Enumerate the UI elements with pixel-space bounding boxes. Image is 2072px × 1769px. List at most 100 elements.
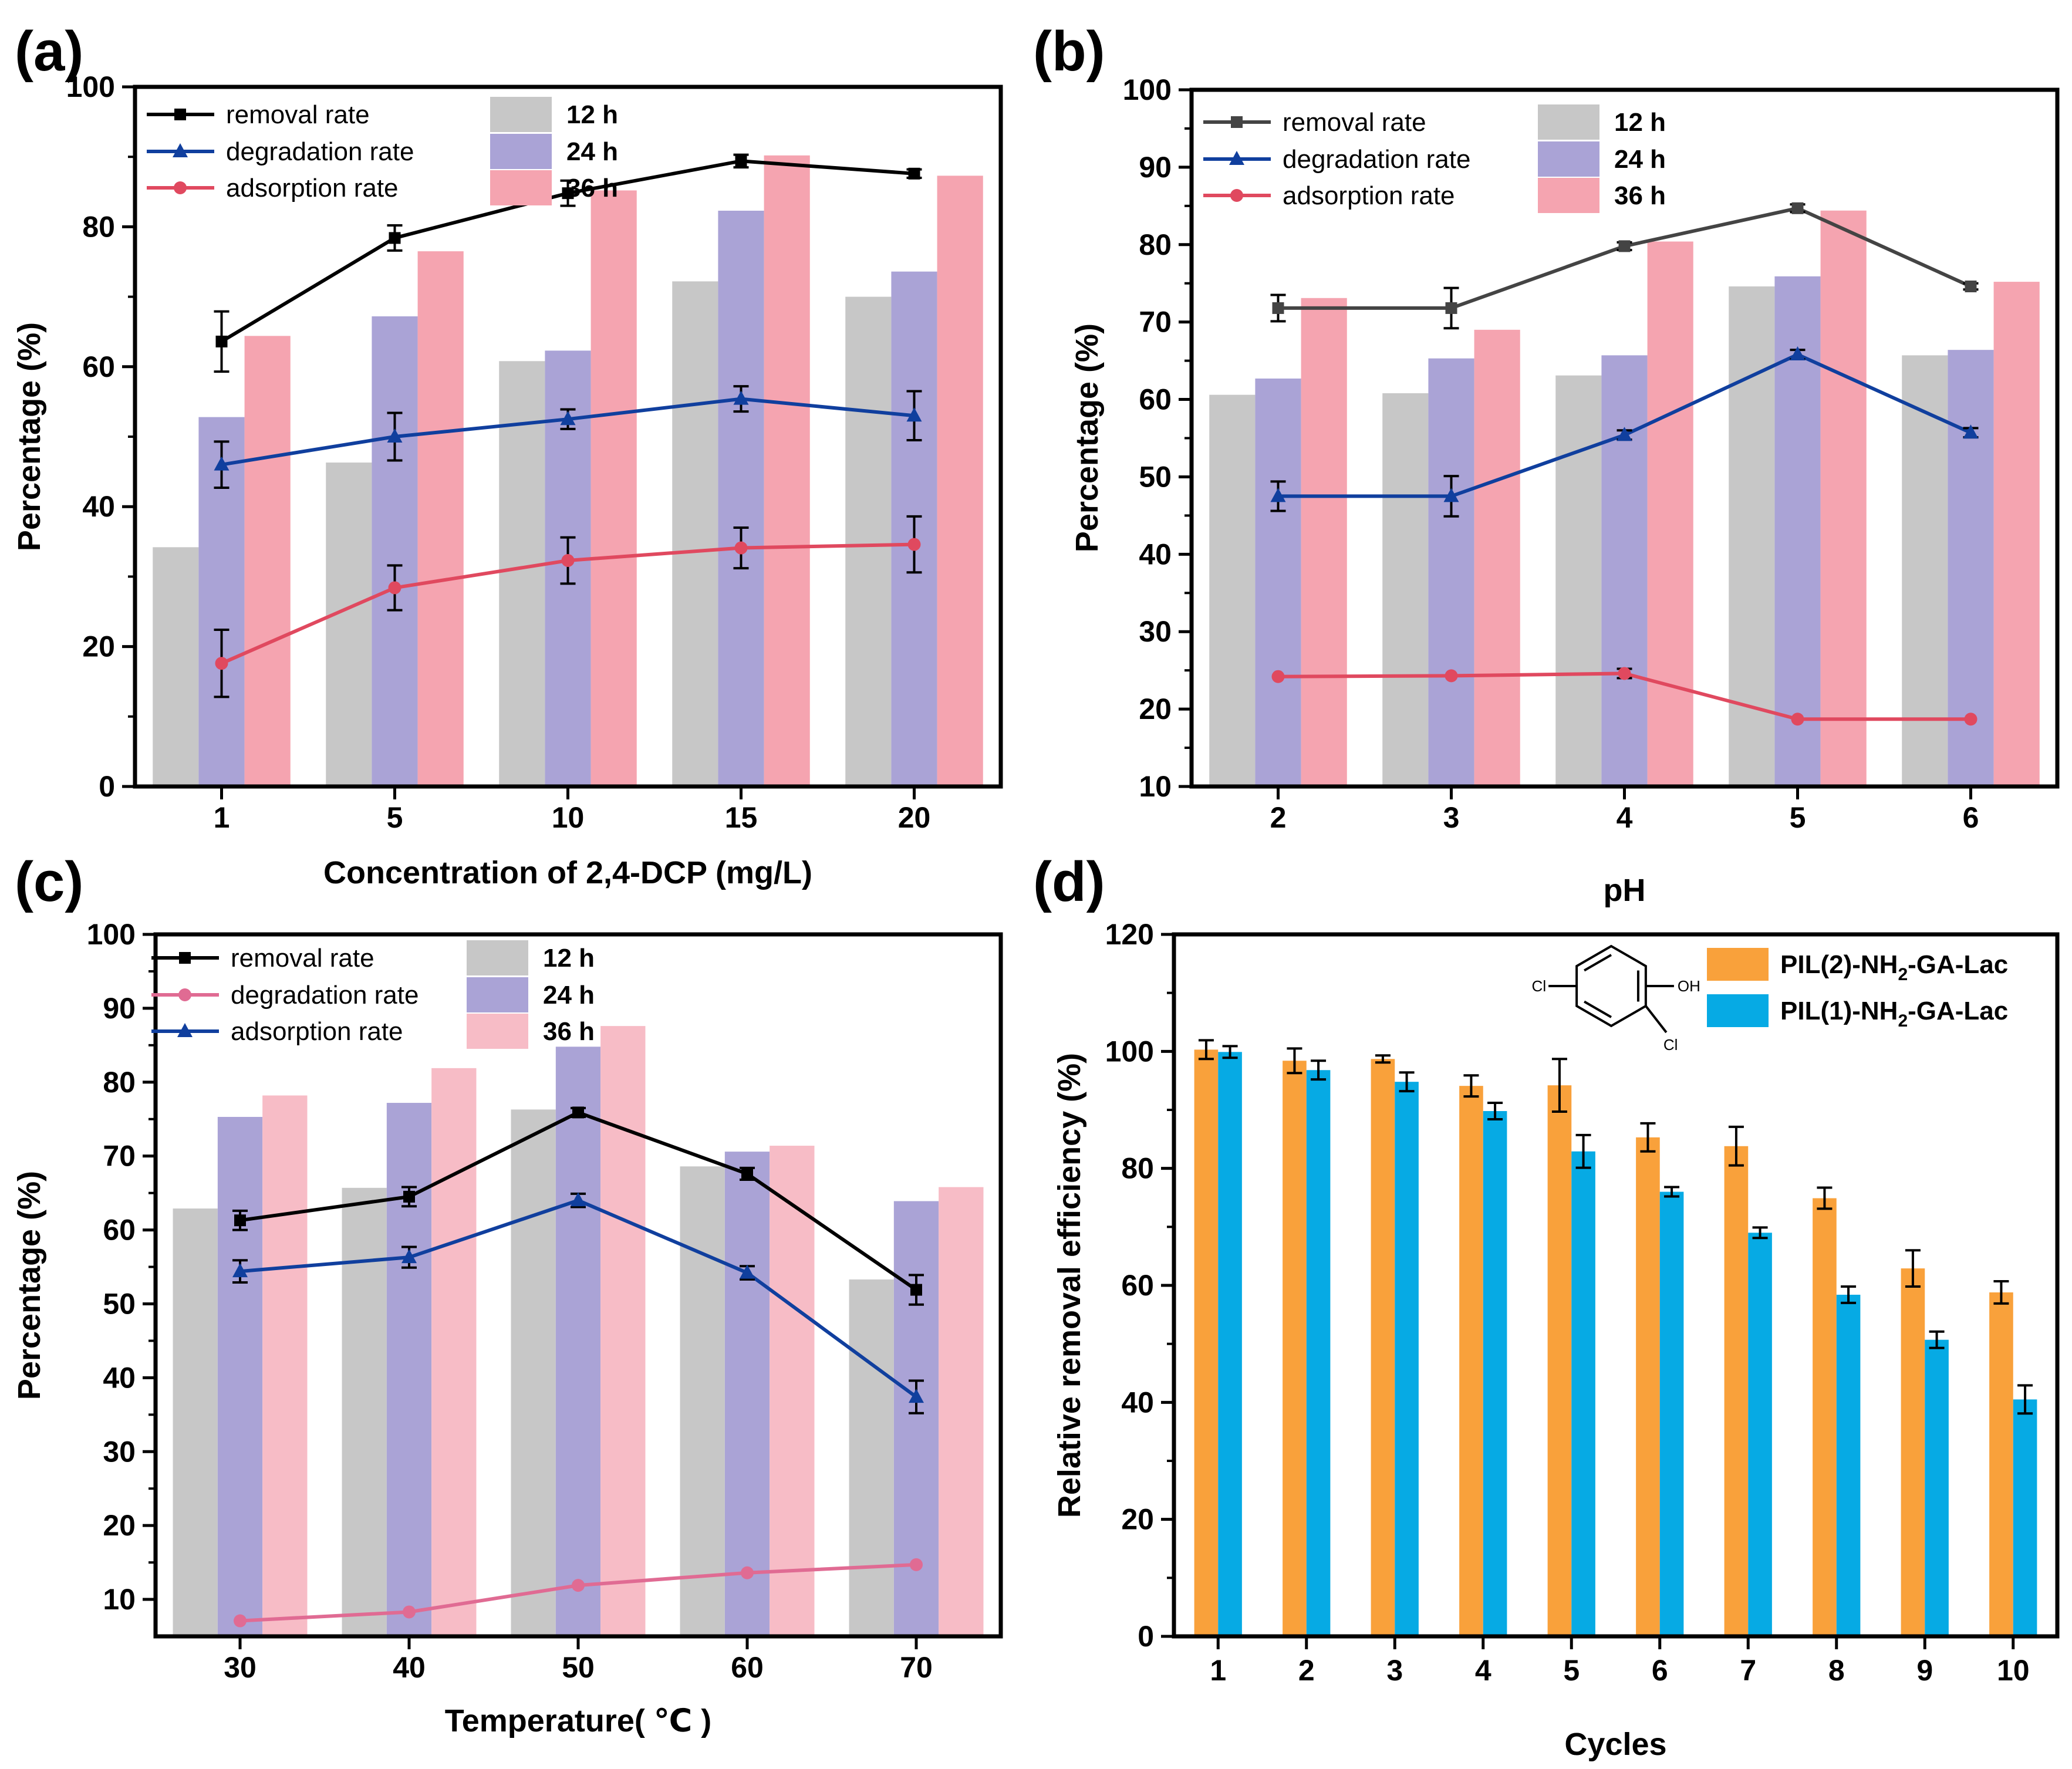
panel-label-0: (a) — [15, 20, 83, 83]
point-1-1-2 — [1617, 427, 1632, 441]
point-0-0-1 — [389, 232, 401, 244]
bar-error-3-0-2 — [1375, 1054, 1391, 1064]
point-1-1-4 — [1963, 424, 1979, 439]
bar-error-3-1-9 — [2017, 1384, 2033, 1415]
point-0-0-4 — [908, 167, 920, 180]
point-1-0-3 — [1791, 202, 1804, 214]
bar-2-0-0 — [173, 1208, 218, 1636]
legend-marker-0-2 — [174, 181, 187, 194]
point-0-0-2 — [562, 187, 574, 200]
bar-0-0-2 — [499, 361, 545, 786]
bar-error-3-1-2 — [1399, 1071, 1415, 1093]
bar-3-0-8 — [1901, 1268, 1925, 1636]
bar-1-2-3 — [1820, 210, 1867, 786]
xlabel-3: Cycles — [1564, 1727, 1666, 1762]
legend-label-line-2-0: removal rate — [231, 944, 374, 973]
bar-2-2-1 — [431, 1068, 477, 1636]
xtick-label-3-3: 4 — [1475, 1654, 1491, 1687]
bar-2-2-3 — [770, 1146, 815, 1636]
legend-swatch-2-2 — [467, 1014, 528, 1049]
point-1-0-4 — [1965, 280, 1977, 292]
legend-prefix: PIL(2)-NH — [1780, 950, 1898, 979]
bar-error-3-1-7 — [1841, 1285, 1857, 1304]
ytick-label-3-0: 0 — [1138, 1620, 1154, 1653]
legend-marker-1-0 — [1231, 116, 1243, 128]
bar-0-0-4 — [845, 296, 892, 787]
ytick-label-1-7: 80 — [1139, 228, 1172, 261]
structure-label-cl-left: Cl — [1532, 977, 1547, 995]
bar-1-0-0 — [1209, 394, 1256, 786]
structure-label-cl-bottom: Cl — [1663, 1036, 1678, 1054]
bar-3-0-1 — [1283, 1061, 1307, 1636]
bar-0-2-0 — [244, 336, 291, 786]
bar-3-0-5 — [1636, 1137, 1660, 1636]
ylabel-0: Percentage (%) — [12, 322, 47, 551]
point-1-0-1 — [1445, 302, 1457, 314]
ytick-label-0-2: 40 — [82, 490, 115, 523]
bar-error-3-0-7 — [1817, 1186, 1833, 1210]
bar-1-0-2 — [1555, 375, 1602, 786]
structure-double-bond-0 — [1584, 954, 1612, 972]
xtick-label-1-4: 6 — [1963, 801, 1979, 834]
ytick-label-0-1: 20 — [82, 630, 115, 663]
xlabel-1: pH — [1604, 873, 1646, 908]
xtick-label-3-5: 6 — [1652, 1654, 1668, 1687]
panel-2: (c) 10 20 30 40 50 60 70 80 90 100 30 40 50 60 70 Temper… — [12, 850, 1003, 1738]
legend-marker-0-0 — [174, 109, 186, 120]
xtick-label-1-2: 4 — [1617, 801, 1633, 834]
legend-label-line-0-0: removal rate — [226, 100, 370, 129]
point-2-0-0 — [234, 1214, 246, 1227]
bar-0-2-4 — [937, 175, 983, 786]
ytick-label-0-0: 0 — [99, 770, 115, 803]
legend-label-bar-2-0: 12 h — [543, 944, 595, 973]
ytick-label-3-1: 20 — [1121, 1503, 1154, 1536]
legend-label-line-2-2: adsorption rate — [231, 1017, 403, 1046]
legend-label-bar-1-1: 24 h — [1614, 145, 1666, 174]
ytick-label-2-6: 70 — [103, 1140, 136, 1173]
legend-swatch-0-2 — [490, 170, 552, 205]
legend-subscript: 2 — [1898, 1011, 1908, 1031]
ytick-label-3-4: 80 — [1121, 1152, 1154, 1185]
bar-2-2-4 — [939, 1187, 984, 1636]
panel-label-1: (b) — [1033, 20, 1105, 83]
bar-1-1-2 — [1601, 355, 1648, 786]
xtick-label-1-1: 3 — [1443, 801, 1460, 834]
bar-2-1-0 — [217, 1116, 263, 1636]
point-0-2-0 — [215, 657, 228, 670]
legend-label-bar-1-2: 36 h — [1614, 181, 1666, 210]
panel-3: (d) 0 20 40 60 80 100 120 1 2 3 4 5 6 7 8 9 10 Cycles Relat… — [1033, 850, 2060, 1762]
xtick-label-3-8: 9 — [1916, 1654, 1933, 1687]
bar-3-0-4 — [1547, 1085, 1572, 1636]
bar-1-1-0 — [1255, 378, 1301, 786]
ytick-label-0-5: 100 — [66, 70, 115, 103]
bar-2-1-1 — [386, 1103, 432, 1636]
bar-1-1-1 — [1428, 358, 1474, 786]
bar-error-3-0-9 — [1993, 1280, 2009, 1305]
bar-3-1-2 — [1395, 1082, 1419, 1636]
xtick-label-1-0: 2 — [1270, 801, 1287, 834]
ytick-label-2-9: 100 — [87, 918, 136, 951]
xtick-label-1-3: 5 — [1790, 801, 1806, 834]
bar-0-1-3 — [718, 210, 764, 786]
ytick-label-1-5: 60 — [1139, 383, 1172, 416]
bar-3-0-3 — [1459, 1086, 1483, 1636]
xtick-label-2-2: 50 — [562, 1651, 595, 1684]
panel-1: (b) 10 20 30 40 50 60 70 80 90 100 2 3 4 5 6 pH Percentag… — [1033, 20, 2060, 908]
ytick-label-2-4: 50 — [103, 1287, 136, 1320]
point-1-1-3 — [1790, 346, 1806, 361]
bar-3-0-0 — [1194, 1049, 1219, 1636]
bar-2-0-3 — [680, 1166, 725, 1636]
bar-error-3-0-1 — [1287, 1047, 1302, 1075]
legend-label-bar-2-1: 24 h — [543, 981, 595, 1010]
bar-0-2-2 — [590, 190, 637, 786]
point-2-0-3 — [741, 1167, 753, 1180]
ytick-label-2-5: 60 — [103, 1214, 136, 1247]
bar-2-2-2 — [600, 1026, 646, 1636]
structure-2-4-dcp: Cl OH Cl — [1532, 944, 1700, 1054]
legend-label-bar-3-1: PIL(1)-NH2-GA-Lac — [1780, 997, 2008, 1031]
xtick-label-0-4: 20 — [898, 801, 931, 834]
point-2-1-4 — [910, 1558, 923, 1571]
xtick-label-2-4: 70 — [900, 1651, 933, 1684]
legend-label-bar-3-0: PIL(2)-NH2-GA-Lac — [1780, 950, 2008, 984]
